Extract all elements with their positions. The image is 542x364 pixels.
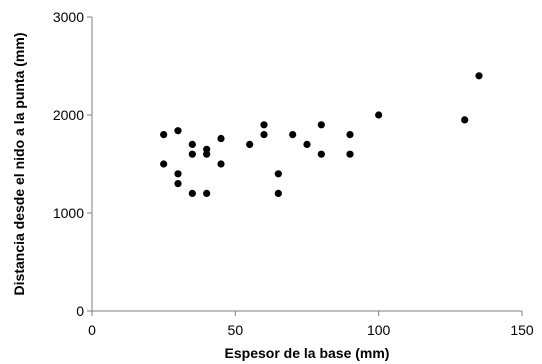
y-axis-ticks: 0 1000 2000 3000	[53, 9, 92, 319]
data-point	[461, 116, 469, 124]
data-point	[317, 121, 325, 129]
data-point	[217, 160, 225, 168]
data-point	[303, 140, 311, 148]
x-tick-label: 0	[88, 322, 96, 338]
data-point	[274, 189, 282, 197]
data-points	[160, 72, 483, 197]
y-axis-title: Distancia desde el nido a la punta (mm)	[11, 33, 27, 296]
data-point	[475, 72, 483, 80]
data-point	[188, 140, 196, 148]
data-point	[260, 121, 268, 129]
data-point	[174, 180, 182, 188]
data-point	[188, 189, 196, 197]
data-point	[289, 131, 297, 139]
y-tick-label: 3000	[53, 9, 84, 25]
data-point	[346, 150, 354, 158]
x-tick-label: 150	[510, 322, 534, 338]
data-point	[375, 111, 383, 119]
data-point	[346, 131, 354, 139]
data-point	[317, 150, 325, 158]
data-point	[188, 150, 196, 158]
data-point	[160, 160, 168, 168]
data-point	[274, 170, 282, 178]
y-tick-label: 1000	[53, 205, 84, 221]
x-axis-ticks: 0 50 100 150	[88, 311, 534, 338]
data-point	[174, 127, 182, 135]
data-point	[260, 131, 268, 139]
data-point	[160, 131, 168, 139]
data-point	[246, 140, 254, 148]
data-point	[217, 134, 225, 143]
x-axis-title: Espesor de la base (mm)	[225, 345, 390, 361]
x-tick-label: 100	[367, 322, 391, 338]
data-point	[203, 150, 211, 158]
y-tick-label: 0	[76, 303, 84, 319]
data-point	[203, 189, 211, 197]
x-tick-label: 50	[228, 322, 244, 338]
data-point	[174, 170, 182, 178]
y-tick-label: 2000	[53, 107, 84, 123]
